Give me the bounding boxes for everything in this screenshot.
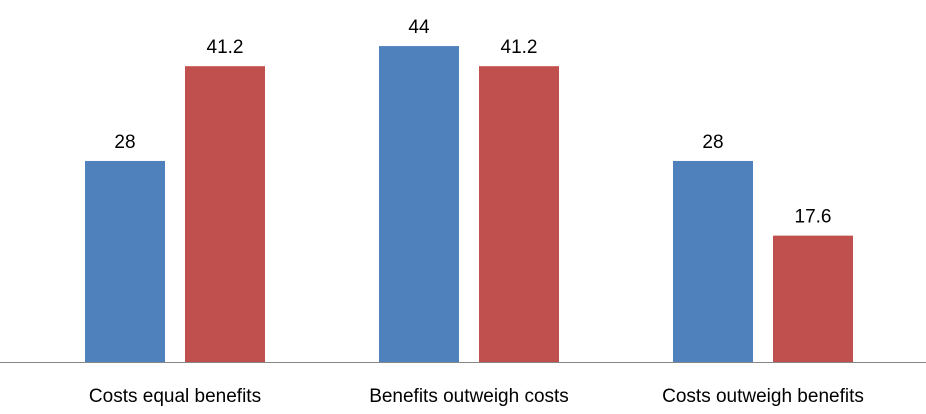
category-label-1: Benefits outweigh costs (369, 386, 569, 407)
bar-red-0 (185, 66, 265, 363)
data-label-1-1: 41.2 (501, 37, 538, 58)
category-label-0: Costs equal benefits (89, 386, 261, 407)
data-label-0-0: 28 (114, 132, 135, 153)
data-label-1-0: 41.2 (207, 37, 244, 58)
bar-red-1 (479, 66, 559, 363)
bar-blue-2 (673, 160, 753, 362)
data-label-0-2: 28 (702, 132, 723, 153)
bars-group (85, 46, 853, 363)
category-labels-group: Costs equal benefits Benefits outweigh co… (89, 386, 864, 407)
bar-red-2 (773, 235, 853, 362)
bar-blue-1 (379, 46, 459, 362)
category-label-2: Costs outweigh benefits (662, 386, 864, 407)
bar-blue-0 (85, 160, 165, 362)
data-label-1-2: 17.6 (795, 207, 832, 228)
data-labels-group: 28 41.2 44 41.2 28 17.6 (114, 17, 831, 228)
data-label-0-1: 44 (408, 17, 430, 38)
